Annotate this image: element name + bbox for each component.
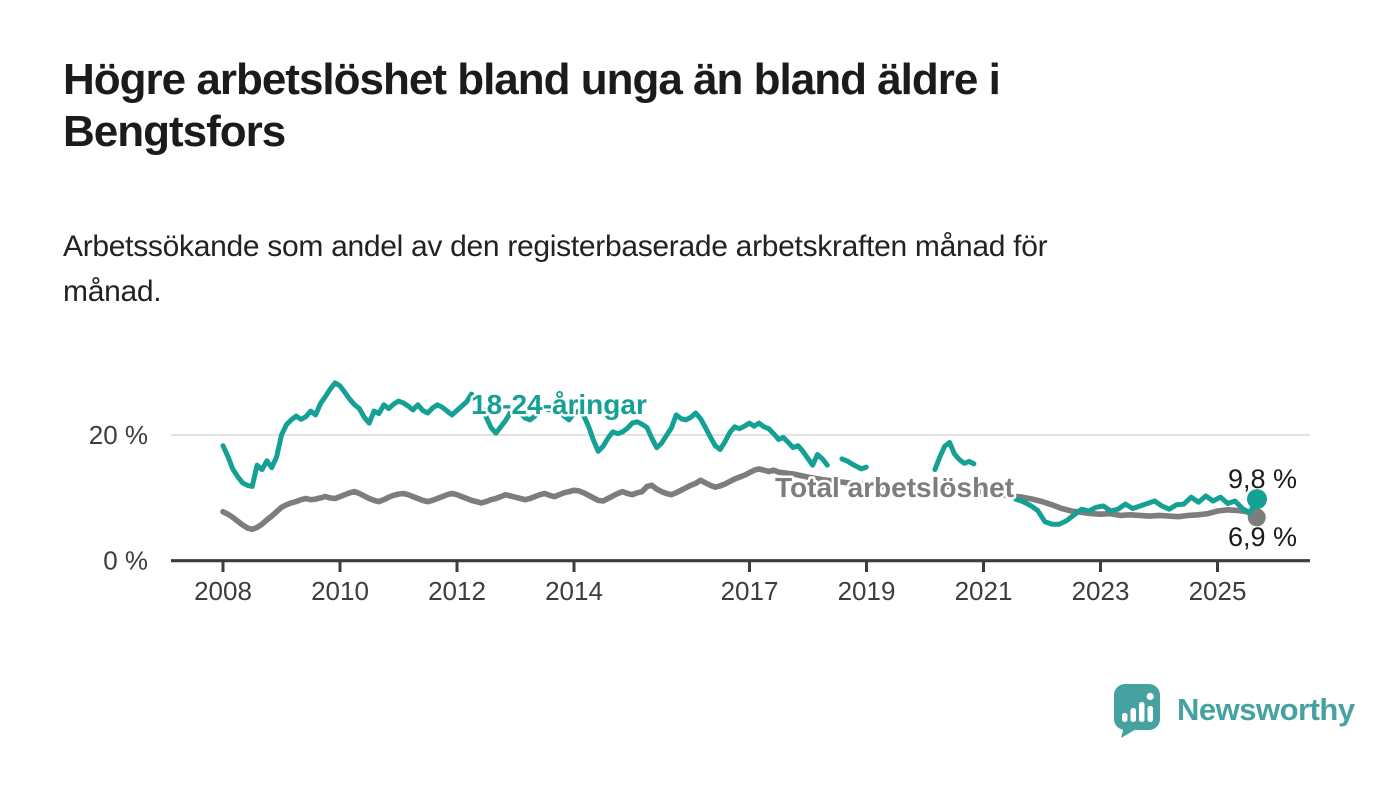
series-label-youth: 18-24-åringar: [471, 389, 647, 420]
series-line-youth: [1013, 493, 1260, 527]
page-title-line-1: Högre arbetslöshet bland unga än bland ä…: [63, 55, 1001, 104]
label-layer: 18-24-åringar Total arbetslöshet 9,8 % 6…: [469, 387, 1298, 553]
page-title-line-2: Bengtsfors: [63, 106, 286, 156]
series-line-youth: [220, 380, 830, 489]
x-axis-tick-label: 2023: [1072, 576, 1130, 606]
series-layer: [220, 380, 1267, 533]
chart-subtitle: Arbetssökande som andel av den registerb…: [63, 224, 1263, 314]
series-line-youth: [932, 440, 977, 473]
chart-subtitle-line-2: månad.: [63, 275, 162, 308]
newsworthy-wordmark: Newsworthy: [1177, 692, 1355, 727]
x-axis-tick-label: 2017: [721, 576, 779, 606]
end-value-label-total: 6,9 %: [1228, 522, 1297, 552]
end-value-label-youth: 9,8 %: [1228, 464, 1297, 494]
series-label-total: Total arbetslöshet: [775, 472, 1014, 503]
x-axis-tick-label: 2019: [838, 576, 896, 606]
newsworthy-logo: Newsworthy: [1112, 682, 1355, 738]
x-axis-tick-label: 2014: [545, 576, 603, 606]
x-axis-tick-label: 2025: [1189, 576, 1247, 606]
x-axis-tick-label: 2010: [311, 576, 369, 606]
series-line-total: [220, 466, 1260, 533]
series-line-youth: [839, 456, 869, 472]
page-title: Högre arbetslöshet bland unga än bland ä…: [63, 54, 1203, 158]
x-axis-tick-label: 2008: [194, 576, 252, 606]
y-axis-tick-label: 20 %: [89, 420, 148, 450]
newsworthy-icon: [1114, 684, 1160, 738]
x-axis-tick-label: 2021: [955, 576, 1013, 606]
x-axis-tick-label: 2012: [428, 576, 486, 606]
chart-subtitle-line-1: Arbetssökande som andel av den registerb…: [63, 230, 1048, 263]
series-end-dot-youth: [1246, 489, 1267, 510]
axis-layer: 0 % 20 % 2008 2010 2012 2014 2017 2019 2021 2023 2…: [89, 420, 1310, 606]
y-axis-tick-label: 0 %: [103, 546, 148, 576]
